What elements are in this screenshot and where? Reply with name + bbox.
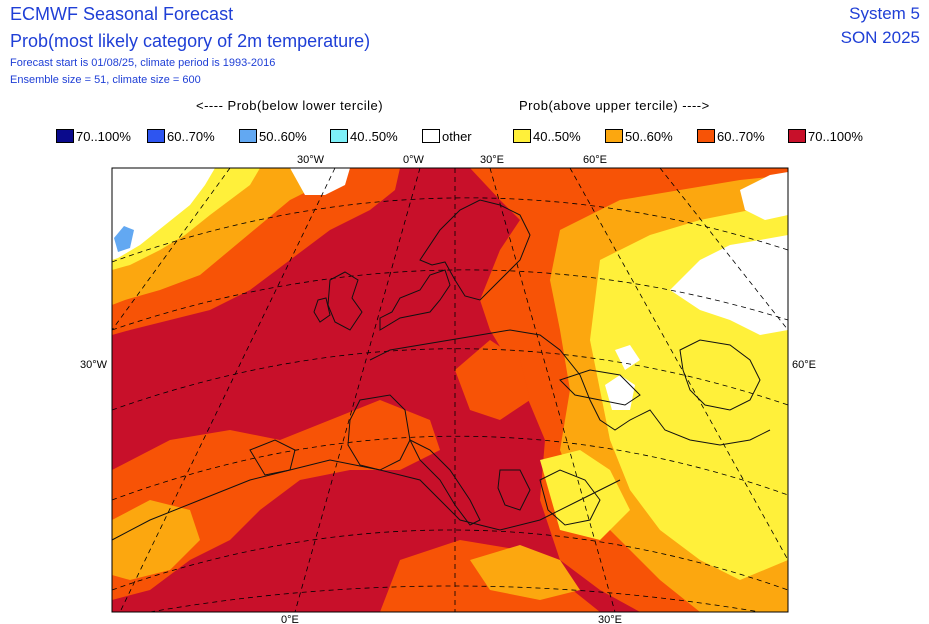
legend-swatch: [147, 129, 165, 143]
legend-label: 40..50%: [533, 128, 581, 144]
region-other: [605, 375, 635, 410]
bottom-lon-label: 0°E: [281, 614, 299, 624]
system-label: System 5: [849, 4, 920, 23]
legend-swatch: [56, 129, 74, 143]
region-60-70: [112, 400, 440, 600]
page-subtitle: Prob(most likely category of 2m temperat…: [10, 31, 371, 51]
period-label: SON 2025: [840, 28, 920, 47]
region-50-60: [112, 500, 200, 580]
legend-swatch: [788, 129, 806, 143]
legend-label: 60..70%: [167, 128, 215, 144]
legend-above-header: Prob(above upper tercile) ---->: [519, 98, 710, 113]
right-edge-label: 60°E: [792, 359, 816, 371]
coastlines: [112, 199, 771, 541]
top-lon-label: 60°E: [583, 154, 607, 166]
legend-label: 40..50%: [350, 128, 398, 144]
top-lon-label: 0°W: [403, 154, 425, 166]
legend-swatch: [513, 129, 531, 143]
legend-label: other: [442, 128, 472, 144]
legend-label: 70..100%: [76, 128, 131, 144]
legend-item: 60..70%: [697, 126, 765, 146]
region-50-60: [470, 545, 580, 600]
legend-item: 40..50%: [330, 126, 398, 146]
top-lon-label: 30°W: [297, 154, 325, 166]
legend-item: 70..100%: [56, 126, 131, 146]
legend-item: other: [422, 126, 472, 146]
legend-swatch: [239, 129, 257, 143]
probability-field: [112, 168, 788, 612]
legend-item: 50..60%: [605, 126, 673, 146]
legend-swatch: [697, 129, 715, 143]
region-other: [740, 172, 788, 220]
region-60-70: [455, 340, 530, 420]
legend-label: 50..60%: [625, 128, 673, 144]
top-lon-label: 30°E: [480, 154, 504, 166]
legend-below-header: <---- Prob(below lower tercile): [196, 98, 384, 113]
legend-item: 70..100%: [788, 126, 863, 146]
legend-item: 60..70%: [147, 126, 215, 146]
region-other: [112, 168, 215, 260]
left-edge-label: 30°W: [80, 359, 108, 371]
legend-label: 70..100%: [808, 128, 863, 144]
region-other: [290, 168, 350, 195]
legend-swatch: [330, 129, 348, 143]
legend-item: 40..50%: [513, 126, 581, 146]
region-below-60-70: [114, 226, 134, 252]
legend-label: 60..70%: [717, 128, 765, 144]
legend-item: 50..60%: [239, 126, 307, 146]
forecast-info: Forecast start is 01/08/25, climate peri…: [10, 57, 276, 69]
bottom-lon-label: 30°E: [598, 614, 622, 624]
legend-swatch: [422, 129, 440, 143]
map-frame: [111, 167, 789, 613]
ensemble-info: Ensemble size = 51, climate size = 600: [10, 74, 201, 86]
region-other: [670, 235, 788, 335]
legend-swatch: [605, 129, 623, 143]
page-title: ECMWF Seasonal Forecast: [10, 4, 234, 24]
graticule: [112, 168, 788, 612]
region-40-50: [540, 450, 630, 540]
legend-label: 50..60%: [259, 128, 307, 144]
region-other: [615, 345, 640, 370]
